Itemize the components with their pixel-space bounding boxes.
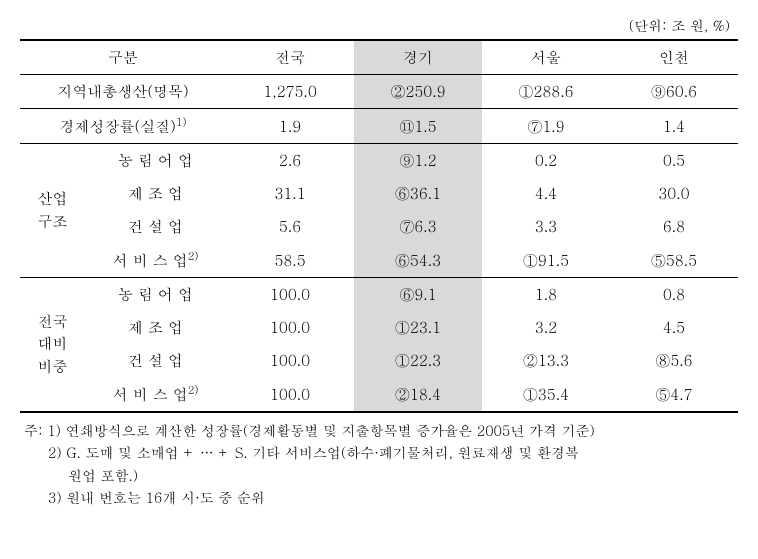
- cell: 1,275.0: [226, 75, 354, 109]
- cell: 0.5: [610, 144, 738, 178]
- cell: ⑪1.5: [354, 109, 482, 144]
- header-incheon: 인천: [610, 40, 738, 75]
- unit-label: (단위: 조 원, %): [20, 15, 738, 35]
- cell: 6.8: [610, 210, 738, 243]
- cell: ①35.4: [482, 377, 610, 412]
- cell: ②250.9: [354, 75, 482, 109]
- row-label: 농 림 어 업: [85, 278, 226, 312]
- cell: 58.5: [226, 243, 354, 278]
- header-national: 전국: [226, 40, 354, 75]
- row-grdp-label: 지역내총생산(명목): [20, 75, 226, 109]
- cell: 100.0: [226, 311, 354, 344]
- cell: ①91.5: [482, 243, 610, 278]
- cell: ⑥9.1: [354, 278, 482, 312]
- cell: ⑤4.7: [610, 377, 738, 412]
- cell: ①23.1: [354, 311, 482, 344]
- cell: ⑦1.9: [482, 109, 610, 144]
- cell: ⑤58.5: [610, 243, 738, 278]
- header-category: 구분: [20, 40, 226, 75]
- cell: 100.0: [226, 344, 354, 377]
- cell: ⑥36.1: [354, 177, 482, 210]
- row-label: 건 설 업: [85, 344, 226, 377]
- cell: ②13.3: [482, 344, 610, 377]
- cell: 5.6: [226, 210, 354, 243]
- cell: 1.8: [482, 278, 610, 312]
- cell: 3.3: [482, 210, 610, 243]
- cell: ⑦6.3: [354, 210, 482, 243]
- row-label: 제 조 업: [85, 311, 226, 344]
- header-seoul: 서울: [482, 40, 610, 75]
- footnote-2a: 2) G. 도매 및 소매업 + … + S. 기타 서비스업(하수·폐기물처리…: [24, 441, 738, 463]
- struct-group-label: 산업구조: [20, 144, 85, 278]
- cell: 30.0: [610, 177, 738, 210]
- cell: 1.9: [226, 109, 354, 144]
- cell: ⑨1.2: [354, 144, 482, 178]
- footnote-1: 주: 1) 연쇄방식으로 계산한 성장률(경제활동별 및 지출항목별 증가율은 …: [24, 419, 738, 441]
- cell: 3.2: [482, 311, 610, 344]
- row-label: 건 설 업: [85, 210, 226, 243]
- cell: ①22.3: [354, 344, 482, 377]
- cell: ⑨60.6: [610, 75, 738, 109]
- row-label: 서 비 스 업2): [85, 243, 226, 278]
- cell: 0.8: [610, 278, 738, 312]
- footnote-2b: 원업 포함.): [24, 464, 738, 486]
- share-group-label: 전국대비비중: [20, 278, 85, 413]
- cell: 4.4: [482, 177, 610, 210]
- row-label: 제 조 업: [85, 177, 226, 210]
- row-label: 농 림 어 업: [85, 144, 226, 178]
- cell: 100.0: [226, 377, 354, 412]
- data-table: 구분 전국 경기 서울 인천 지역내총생산(명목) 1,275.0 ②250.9…: [20, 39, 738, 413]
- cell: ⑥54.3: [354, 243, 482, 278]
- cell: ⑧5.6: [610, 344, 738, 377]
- cell: 100.0: [226, 278, 354, 312]
- footnotes: 주: 1) 연쇄방식으로 계산한 성장률(경제활동별 및 지출항목별 증가율은 …: [20, 419, 738, 509]
- cell: ①288.6: [482, 75, 610, 109]
- row-label: 서 비 스 업2): [85, 377, 226, 412]
- cell: 4.5: [610, 311, 738, 344]
- cell: ②18.4: [354, 377, 482, 412]
- cell: 1.4: [610, 109, 738, 144]
- footnote-3: 3) 원내 번호는 16개 시·도 중 순위: [24, 486, 738, 508]
- cell: 2.6: [226, 144, 354, 178]
- header-gyeonggi: 경기: [354, 40, 482, 75]
- row-growth-label: 경제성장률(실질)1): [20, 109, 226, 144]
- cell: 31.1: [226, 177, 354, 210]
- cell: 0.2: [482, 144, 610, 178]
